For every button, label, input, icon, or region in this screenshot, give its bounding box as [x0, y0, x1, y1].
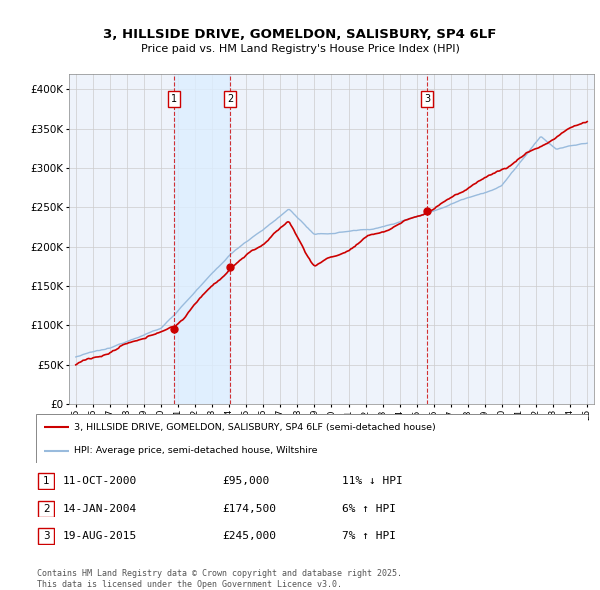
- Bar: [175, 74, 230, 404]
- Text: 3, HILLSIDE DRIVE, GOMELDON, SALISBURY, SP4 6LF: 3, HILLSIDE DRIVE, GOMELDON, SALISBURY, …: [103, 28, 497, 41]
- Text: 11% ↓ HPI: 11% ↓ HPI: [342, 476, 403, 486]
- Text: 1: 1: [43, 476, 50, 486]
- Text: 6% ↑ HPI: 6% ↑ HPI: [342, 504, 396, 513]
- Text: £95,000: £95,000: [222, 476, 269, 486]
- Text: 7% ↑ HPI: 7% ↑ HPI: [342, 532, 396, 541]
- Text: £174,500: £174,500: [222, 504, 276, 513]
- Text: Price paid vs. HM Land Registry's House Price Index (HPI): Price paid vs. HM Land Registry's House …: [140, 44, 460, 54]
- Text: 3: 3: [424, 94, 431, 104]
- Text: £245,000: £245,000: [222, 532, 276, 541]
- Text: Contains HM Land Registry data © Crown copyright and database right 2025.
This d: Contains HM Land Registry data © Crown c…: [37, 569, 402, 589]
- Text: 1: 1: [171, 94, 178, 104]
- Text: 2: 2: [227, 94, 233, 104]
- Text: HPI: Average price, semi-detached house, Wiltshire: HPI: Average price, semi-detached house,…: [74, 447, 317, 455]
- Text: 14-JAN-2004: 14-JAN-2004: [63, 504, 137, 513]
- Text: 19-AUG-2015: 19-AUG-2015: [63, 532, 137, 541]
- Text: 2: 2: [43, 504, 50, 513]
- Text: 3: 3: [43, 532, 50, 541]
- Text: 3, HILLSIDE DRIVE, GOMELDON, SALISBURY, SP4 6LF (semi-detached house): 3, HILLSIDE DRIVE, GOMELDON, SALISBURY, …: [74, 423, 435, 432]
- Text: 11-OCT-2000: 11-OCT-2000: [63, 476, 137, 486]
